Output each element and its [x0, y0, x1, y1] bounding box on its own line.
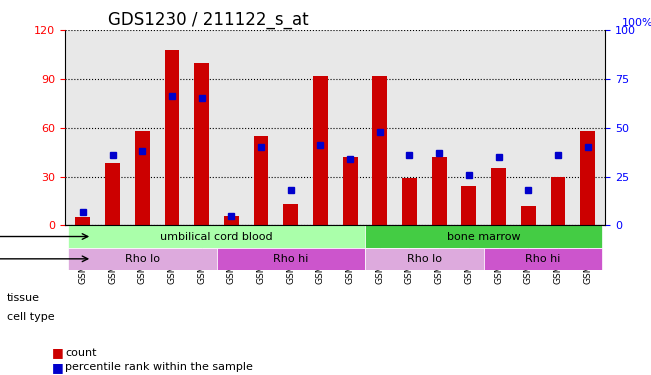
Bar — [551, 177, 565, 225]
Text: cell type: cell type — [7, 312, 54, 322]
Bar — [432, 157, 447, 225]
FancyBboxPatch shape — [217, 248, 365, 270]
Bar — [135, 131, 150, 225]
Bar — [580, 131, 595, 225]
FancyBboxPatch shape — [484, 248, 602, 270]
Text: GDS1230 / 211122_s_at: GDS1230 / 211122_s_at — [108, 11, 309, 29]
FancyBboxPatch shape — [68, 248, 217, 270]
Bar — [194, 63, 209, 225]
FancyBboxPatch shape — [365, 225, 602, 248]
Y-axis label: 100%: 100% — [622, 18, 651, 28]
Text: umbilical cord blood: umbilical cord blood — [160, 231, 273, 242]
Text: Rho hi: Rho hi — [273, 254, 309, 264]
Text: percentile rank within the sample: percentile rank within the sample — [65, 363, 253, 372]
Bar — [105, 164, 120, 225]
FancyBboxPatch shape — [365, 248, 484, 270]
Bar — [313, 76, 328, 225]
Text: Rho hi: Rho hi — [525, 254, 561, 264]
Text: ■: ■ — [52, 346, 64, 359]
Bar — [372, 76, 387, 225]
Bar — [462, 186, 477, 225]
Text: count: count — [65, 348, 96, 357]
Text: Rho lo: Rho lo — [407, 254, 442, 264]
Bar — [521, 206, 536, 225]
Bar — [165, 50, 180, 225]
Bar — [283, 204, 298, 225]
Text: bone marrow: bone marrow — [447, 231, 521, 242]
Bar — [491, 168, 506, 225]
Bar — [224, 216, 239, 225]
Text: ■: ■ — [52, 361, 64, 374]
Text: tissue: tissue — [7, 293, 40, 303]
Bar — [342, 157, 357, 225]
Bar — [76, 217, 90, 225]
FancyBboxPatch shape — [68, 225, 365, 248]
Bar — [402, 178, 417, 225]
Bar — [254, 136, 268, 225]
Text: Rho lo: Rho lo — [125, 254, 159, 264]
